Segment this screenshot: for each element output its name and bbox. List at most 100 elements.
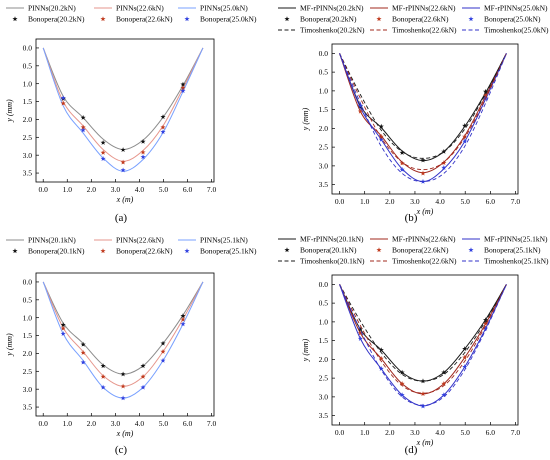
y-tick-label: 3.0 — [319, 392, 329, 401]
data-point-star — [483, 88, 489, 94]
data-point-star — [140, 154, 146, 160]
data-point-star — [399, 381, 405, 386]
legend-entry: MF-rPINNs(25.1kN) — [484, 235, 548, 244]
x-tick-label: 4.0 — [135, 185, 145, 194]
y-tick-label: 2.5 — [319, 374, 329, 383]
y-tick-label: 0.5 — [319, 299, 329, 308]
x-tick-label: 3.0 — [410, 197, 420, 206]
legend-entry: MF-rPINNs(20.1kN) — [300, 235, 364, 244]
y-axis-label: y (mm) — [301, 338, 310, 362]
data-point-star — [357, 103, 363, 109]
legend-entry: Timoshenko(20.1kN) — [300, 257, 365, 266]
series-line-8 — [339, 53, 507, 183]
legend-entry: MF-rPINNs(22.6kN) — [392, 4, 456, 13]
panel-label-c: (c) — [115, 444, 128, 456]
y-tick-label: 1.5 — [319, 105, 329, 114]
legend-entry: PINNs(20.1kN) — [28, 236, 76, 245]
x-tick-label: 2.0 — [87, 185, 97, 194]
data-point-star — [441, 381, 447, 386]
data-point-star — [420, 391, 426, 397]
x-tick-label: 5.0 — [461, 428, 471, 437]
legend-entry: PINNs(20.2kN) — [28, 4, 76, 13]
data-point-star — [483, 92, 489, 98]
x-tick-label: 2.0 — [87, 419, 97, 428]
x-tick-label: 5.0 — [159, 419, 169, 428]
x-tick-label: 4.0 — [435, 428, 445, 437]
data-point-star — [80, 114, 86, 120]
y-tick-label: 0.5 — [23, 295, 33, 304]
data-point-star — [160, 114, 166, 120]
y-tick-label: 2.5 — [23, 133, 33, 142]
y-tick-label: 0.0 — [319, 280, 329, 289]
data-point-star — [462, 346, 468, 352]
y-tick-label: 3.5 — [319, 411, 329, 420]
y-tick-label: 3.5 — [23, 169, 33, 178]
x-axis-label: x (m) — [416, 207, 434, 216]
data-point-star — [483, 321, 489, 326]
data-point-star — [462, 138, 468, 144]
data-point-star — [420, 403, 426, 409]
data-point-star — [80, 124, 86, 130]
x-tick-label: 3.0 — [111, 419, 121, 428]
data-point-star — [160, 129, 166, 135]
legend-star-swatch — [100, 248, 106, 254]
y-tick-label: 2.0 — [319, 355, 329, 364]
data-point-star — [160, 348, 166, 354]
series-line-7 — [339, 284, 507, 394]
data-point-star — [180, 85, 186, 91]
data-point-star — [378, 136, 384, 142]
series-line-2 — [42, 47, 204, 172]
data-point-star — [462, 364, 468, 370]
panel-d: 0.0 1.0 2.0 3.0 4.0 5.0 6.0 7.0 0.0 0.5 1.0 1.5 2.0 2… — [278, 235, 549, 456]
data-point-star — [462, 354, 468, 360]
y-axis-label: y (mm) — [5, 333, 14, 357]
legend-star-swatch — [12, 248, 18, 254]
legend-entry: Timoshenko(25.1kN) — [484, 257, 549, 266]
y-tick-label: 1.5 — [23, 331, 33, 340]
series-line-8 — [339, 284, 507, 406]
series-line-2 — [42, 281, 204, 399]
data-point-star — [140, 373, 146, 379]
data-point-star — [140, 384, 146, 390]
legend-star-swatch — [376, 247, 382, 253]
data-point-star — [120, 167, 126, 173]
data-point-star — [420, 157, 426, 163]
data-point-star — [399, 369, 405, 375]
x-tick-label: 0.0 — [39, 419, 49, 428]
data-point-star — [441, 392, 447, 398]
data-point-star — [100, 384, 106, 390]
legend-entry: MF-rPINNs(25.0kN) — [484, 4, 548, 13]
data-point-star — [378, 347, 384, 353]
panel-label-d: (d) — [405, 444, 418, 456]
x-tick-label: 7.0 — [207, 419, 217, 428]
data-point-star — [140, 138, 146, 144]
y-tick-label: 1.5 — [23, 97, 33, 106]
data-point-star — [180, 81, 186, 87]
y-axis-label: y (mm) — [5, 99, 14, 123]
legend-entry: Timoshenko(25.0kN) — [484, 26, 549, 35]
data-point-star — [160, 357, 166, 363]
data-point-star — [100, 139, 106, 145]
legend-entry: Bonopera(25.0kN) — [200, 15, 257, 24]
x-axis-label: x (m) — [116, 429, 134, 438]
panel-a: 0.0 1.0 2.0 3.0 4.0 5.0 6.0 7.0 0.0 0.5 1.0 1.5 2.0 2… — [5, 4, 257, 224]
legend-star-swatch — [284, 16, 290, 22]
y-tick-label: 1.5 — [319, 336, 329, 345]
y-tick-label: 0.5 — [23, 61, 33, 70]
series-line-0 — [42, 281, 204, 375]
legend-entry: PINNs(25.1kN) — [200, 236, 248, 245]
data-point-star — [441, 148, 447, 154]
panel-b: 0.0 1.0 2.0 3.0 4.0 5.0 6.0 7.0 0.0 0.5 1.0 1.5 2.0 2… — [278, 4, 549, 224]
data-point-star — [378, 366, 384, 371]
y-tick-label: 1.0 — [23, 79, 33, 88]
data-point-star — [80, 350, 86, 355]
data-point-star — [60, 325, 66, 331]
data-point-star — [60, 322, 66, 328]
legend-entry: Bonopera(25.1kN) — [484, 246, 541, 255]
y-tick-label: 0.0 — [23, 278, 33, 287]
plot-frame — [331, 43, 519, 195]
x-tick-label: 0.0 — [335, 197, 345, 206]
data-point-star — [483, 325, 489, 331]
x-tick-label: 4.0 — [135, 419, 145, 428]
x-tick-label: 7.0 — [207, 185, 217, 194]
